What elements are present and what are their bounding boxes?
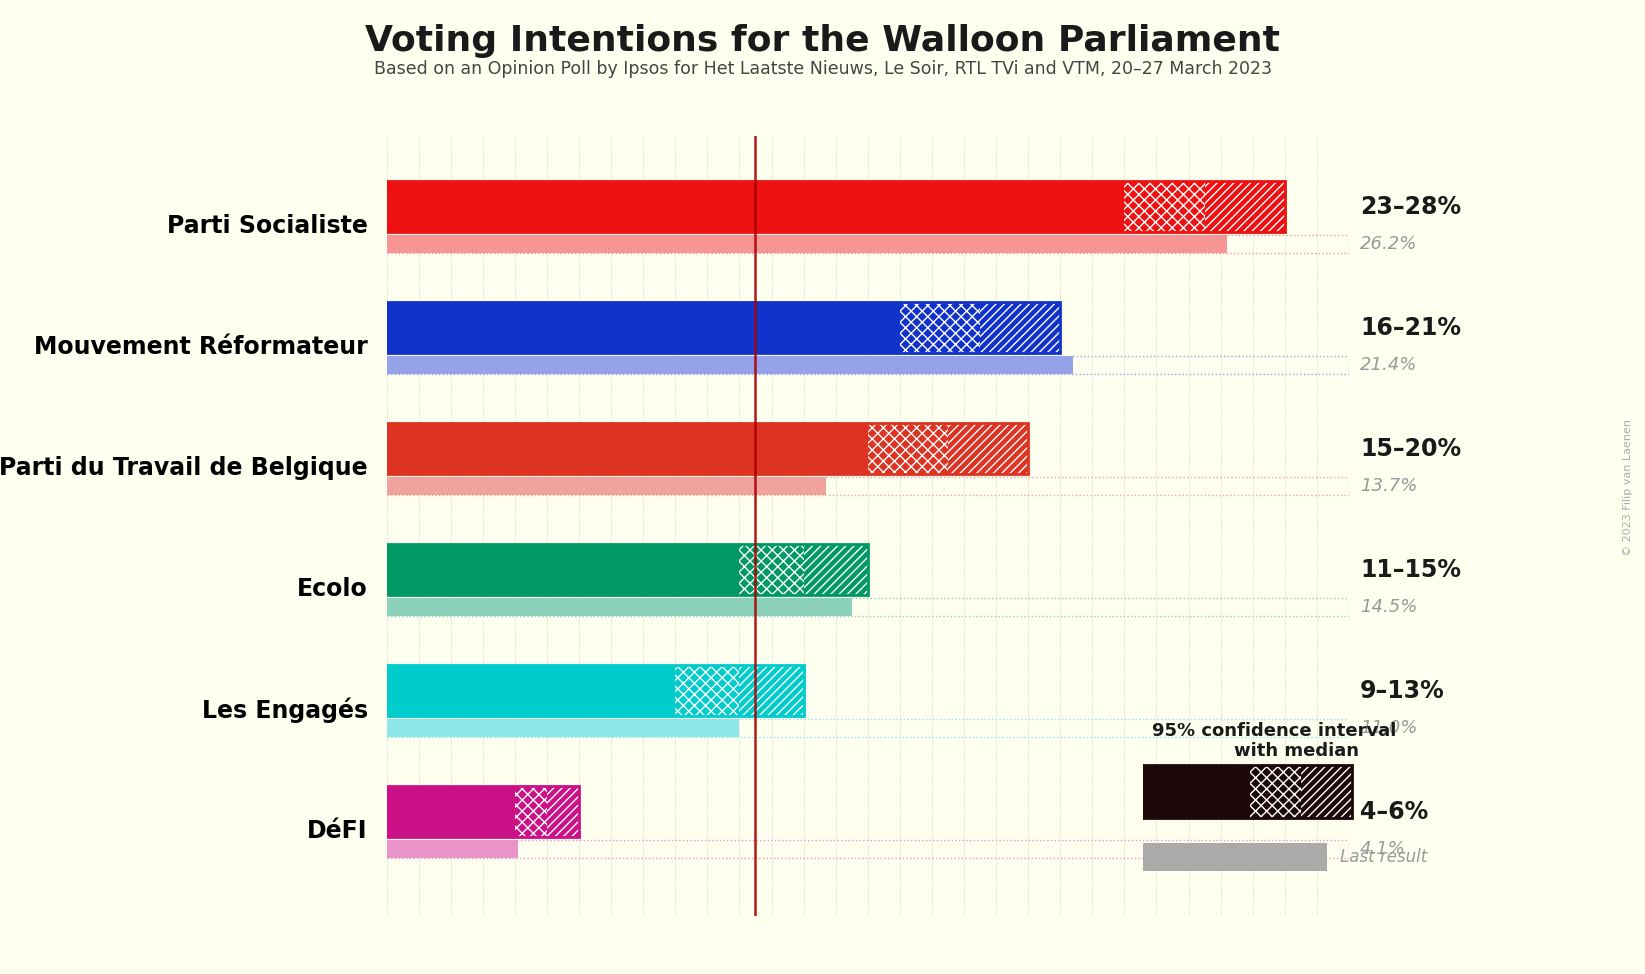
Bar xyxy=(387,544,739,595)
Bar xyxy=(387,598,1349,617)
Text: 4.1%: 4.1% xyxy=(1360,840,1406,858)
Bar xyxy=(1204,181,1285,232)
Text: 13.7%: 13.7% xyxy=(1360,477,1418,495)
Bar xyxy=(387,840,1349,858)
Text: 4–6%: 4–6% xyxy=(1360,800,1428,823)
Bar xyxy=(387,665,674,716)
Bar xyxy=(387,356,1349,374)
Bar xyxy=(980,302,1059,353)
Text: 11–15%: 11–15% xyxy=(1360,557,1461,581)
Bar xyxy=(387,181,1125,232)
Bar xyxy=(387,302,900,353)
Bar xyxy=(387,423,1028,474)
Bar xyxy=(387,423,869,474)
Text: 23–28%: 23–28% xyxy=(1360,195,1461,218)
Bar xyxy=(387,719,1349,737)
Text: 95% confidence interval: 95% confidence interval xyxy=(1152,723,1397,740)
Bar xyxy=(387,477,1349,495)
Bar xyxy=(869,423,948,474)
Bar xyxy=(1143,766,1250,817)
Bar xyxy=(1143,766,1352,817)
Bar xyxy=(387,235,1227,253)
Bar xyxy=(387,840,518,858)
Bar xyxy=(900,302,980,353)
Bar xyxy=(387,356,1073,374)
Bar xyxy=(1301,766,1352,817)
Text: Voting Intentions for the Walloon Parliament: Voting Intentions for the Walloon Parlia… xyxy=(365,24,1280,58)
Bar xyxy=(387,786,515,837)
Bar xyxy=(387,719,739,737)
Text: Last result: Last result xyxy=(1341,848,1428,866)
Text: Based on an Opinion Poll by Ipsos for Het Laatste Nieuws, Le Soir, RTL TVi and V: Based on an Opinion Poll by Ipsos for He… xyxy=(373,60,1272,78)
Bar xyxy=(546,786,579,837)
Bar xyxy=(387,235,1349,253)
Bar xyxy=(387,665,804,716)
Text: 9–13%: 9–13% xyxy=(1360,679,1444,702)
Text: 14.5%: 14.5% xyxy=(1360,598,1418,616)
Text: 26.2%: 26.2% xyxy=(1360,235,1418,253)
Bar xyxy=(1125,181,1204,232)
Bar xyxy=(387,477,826,495)
Text: © 2023 Filip van Laenen: © 2023 Filip van Laenen xyxy=(1624,419,1633,555)
Bar xyxy=(387,302,1059,353)
Text: with median: with median xyxy=(1234,742,1359,760)
Text: 16–21%: 16–21% xyxy=(1360,316,1461,340)
Bar xyxy=(387,544,869,595)
Text: 11.0%: 11.0% xyxy=(1360,719,1418,737)
Text: 15–20%: 15–20% xyxy=(1360,436,1461,461)
Bar xyxy=(739,665,803,716)
Bar xyxy=(674,665,739,716)
Bar xyxy=(515,786,546,837)
Bar xyxy=(739,544,803,595)
Bar xyxy=(387,181,1285,232)
Bar xyxy=(387,598,852,617)
Bar xyxy=(948,423,1028,474)
Bar xyxy=(1250,766,1301,817)
Bar xyxy=(1143,843,1328,871)
Bar xyxy=(387,786,579,837)
Text: 21.4%: 21.4% xyxy=(1360,356,1418,374)
Bar xyxy=(804,544,869,595)
